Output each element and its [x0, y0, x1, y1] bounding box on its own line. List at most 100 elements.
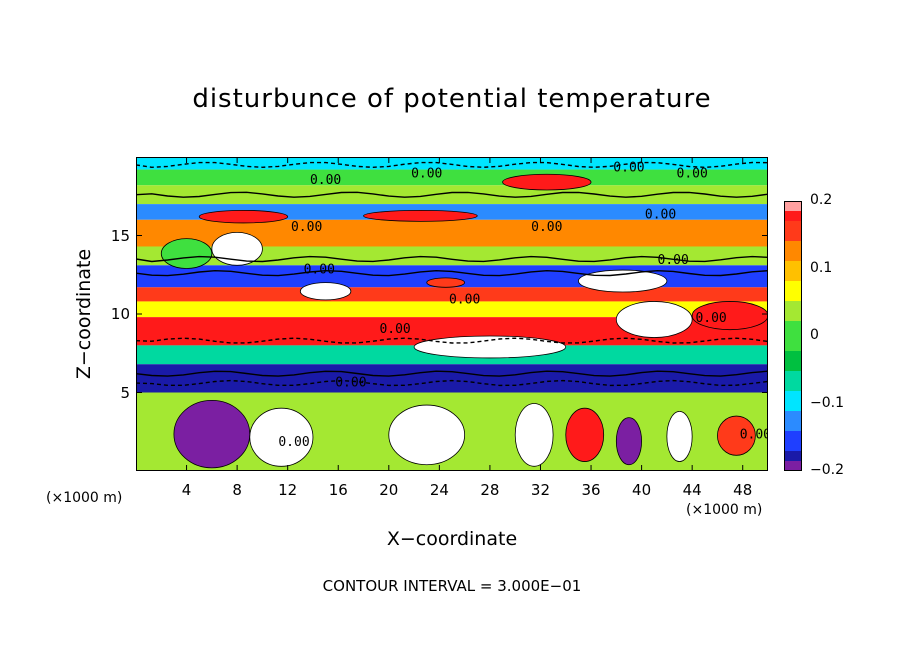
x-tick-label: 20: [379, 481, 399, 499]
contour-line: [136, 161, 768, 169]
colorbar-frame: [784, 201, 802, 471]
colorbar-swatch: [784, 291, 802, 302]
colorbar-swatch: [784, 441, 802, 452]
theta-band: [136, 364, 768, 393]
theta-cell: [717, 415, 756, 456]
theta-cell: [413, 335, 567, 359]
contour-label: 0.00: [645, 208, 676, 223]
x-tick-label: 28: [480, 481, 500, 499]
colorbar-swatch: [784, 231, 802, 242]
theta-cell: [160, 238, 213, 269]
theta-band: [136, 157, 768, 170]
theta-cell: [363, 209, 478, 222]
contour-label: 0.00: [740, 427, 768, 442]
x-tick-label: 48: [733, 481, 753, 499]
contour-label: 0.00: [278, 435, 309, 450]
colorbar-swatch: [784, 301, 802, 312]
x-axis-unit-left: (×1000 m): [46, 490, 123, 506]
theta-cell: [249, 407, 314, 467]
theta-cell: [615, 301, 693, 338]
x-axis-label: X−coordinate: [386, 528, 518, 550]
colorbar-swatch: [784, 221, 802, 232]
contour-line: [136, 337, 768, 344]
x-tick-label: 32: [530, 481, 551, 499]
colorbar-swatch: [784, 371, 802, 382]
colorbar-swatch: [784, 331, 802, 342]
y-tick-label: 5: [120, 383, 130, 402]
colorbar-swatch: [784, 431, 802, 442]
contour-label: 0.00: [379, 322, 410, 337]
theta-cell: [211, 231, 263, 266]
contour-label: 0.00: [291, 220, 322, 235]
theta-cell: [502, 173, 592, 191]
x-axis-unit-right: (×1000 m): [686, 502, 763, 518]
colorbar-swatch: [784, 241, 802, 252]
colorbar-tick-label: 0: [810, 327, 819, 343]
theta-cell: [198, 209, 289, 224]
x-tick-label: 36: [581, 481, 601, 499]
colorbar-swatch: [784, 381, 802, 392]
x-tick-label: 24: [429, 481, 449, 499]
y-tick-label: 10: [110, 305, 130, 323]
colorbar-swatch: [784, 461, 802, 471]
theta-band: [136, 185, 768, 205]
contour-label: 0.00: [304, 262, 335, 277]
x-tick-label: 4: [181, 481, 192, 499]
theta-cell: [514, 403, 554, 467]
colorbar-swatch: [784, 391, 802, 402]
theta-cell: [615, 417, 642, 466]
colorbar-swatch: [784, 421, 802, 432]
colorbar-swatch: [784, 351, 802, 362]
theta-band: [136, 301, 768, 318]
contour-label: 0.00: [335, 376, 366, 391]
theta-band: [136, 246, 768, 266]
x-tick-label: 16: [328, 481, 348, 499]
colorbar-swatch: [784, 311, 802, 322]
colorbar-swatch: [784, 271, 802, 282]
contour-label: 0.00: [613, 160, 644, 175]
colorbar-swatch: [784, 321, 802, 332]
contour-label: 0.00: [310, 173, 341, 188]
chart-title: disturbunce of potential temperature: [192, 84, 712, 114]
theta-cell: [578, 269, 668, 293]
x-tick-label: 8: [232, 481, 242, 499]
colorbar-swatch: [784, 361, 802, 372]
theta-band: [136, 169, 768, 186]
contour-label: 0.00: [531, 220, 562, 235]
theta-cell: [173, 399, 251, 469]
theta-cell: [426, 277, 466, 288]
contour-plot-area: 0.00 0.00 0.00 0.00 0.00 0.00 0.00 0.00 0.00 0.00…: [136, 157, 768, 471]
contour-label: 0.00: [677, 167, 708, 182]
colorbar-swatch: [784, 411, 802, 422]
colorbar-swatch: [784, 261, 802, 272]
colorbar-swatch: [784, 281, 802, 292]
colorbar-swatch: [784, 211, 802, 222]
contour-label: 0.00: [449, 292, 480, 307]
x-tick-label: 12: [278, 481, 298, 499]
theta-cell: [565, 407, 605, 462]
x-tick-label: 44: [682, 481, 702, 499]
theta-cell: [299, 282, 352, 301]
colorbar-tick-label: 0.1: [810, 259, 833, 276]
colorbar-tick-label: −0.2: [810, 462, 844, 478]
contour-line: [136, 255, 768, 263]
theta-cell: [666, 410, 693, 462]
y-axis-label: Z−coordinate: [73, 248, 95, 380]
contour-label: 0.00: [695, 311, 726, 326]
colorbar-tick-label: −0.1: [810, 394, 844, 411]
colorbar-swatch: [784, 451, 802, 462]
colorbar-swatch: [784, 201, 802, 212]
contour-line: [136, 191, 768, 198]
contour-interval-note: CONTOUR INTERVAL = 3.000E−01: [322, 577, 582, 595]
colorbar-swatch: [784, 251, 802, 262]
x-tick-label: 40: [632, 481, 652, 499]
colorbar-tick-label: 0.2: [810, 192, 833, 208]
contour-line: [136, 269, 768, 277]
colorbar: [784, 201, 802, 471]
contour-line: [136, 370, 768, 377]
colorbar-swatch: [784, 341, 802, 352]
contour-label: 0.00: [658, 253, 689, 268]
contour-label: 0.00: [411, 167, 442, 182]
y-tick-label: 15: [110, 226, 130, 245]
colorbar-swatch: [784, 401, 802, 412]
